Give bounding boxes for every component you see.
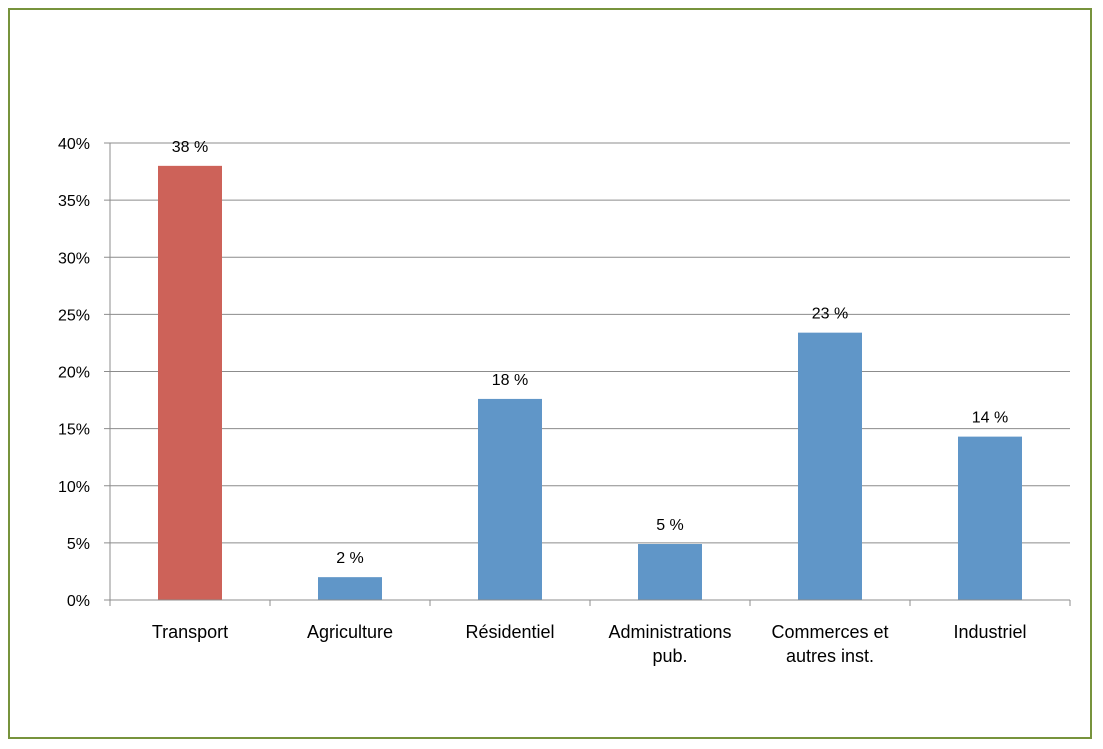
y-tick-label: 0% [67, 593, 90, 610]
x-tick-labels: Transport Agriculture Résidentiel Administr… [152, 622, 1027, 666]
y-tick-label: 25% [58, 307, 90, 324]
data-label: 18 % [492, 372, 528, 389]
axes [104, 142, 1071, 606]
x-tick-label: Agriculture [307, 622, 393, 642]
bar [638, 544, 702, 600]
x-tick-label: Transport [152, 622, 228, 642]
bar [478, 398, 542, 600]
y-tick-label: 5% [67, 536, 90, 553]
x-tick-label: Commerces et autres inst. [771, 622, 888, 666]
x-tick-label: Industriel [953, 622, 1026, 642]
y-tick-label: 40% [58, 136, 90, 153]
x-tick-label: Résidentiel [465, 622, 554, 642]
data-label: 2 % [336, 550, 364, 567]
y-tick-label: 30% [58, 250, 90, 267]
y-tick-label: 35% [58, 193, 90, 210]
y-tick-label: 15% [58, 422, 90, 439]
gridlines [110, 142, 1070, 544]
data-label: 14 % [972, 410, 1008, 427]
data-label: 23 % [812, 306, 848, 323]
bar [798, 332, 862, 600]
bars [158, 165, 1022, 600]
data-label: 38 % [172, 139, 208, 156]
data-labels: 38 % 2 % 18 % 5 % 23 % 14 % [172, 139, 1008, 567]
bar [958, 436, 1022, 600]
y-tick-label: 20% [58, 365, 90, 382]
y-tick-label: 10% [58, 479, 90, 496]
data-label: 5 % [656, 517, 684, 534]
bar [318, 577, 382, 600]
y-tick-labels: 0% 5% 10% 15% 20% 25% 30% 35% 40% [58, 136, 90, 610]
bar [158, 165, 222, 600]
x-tick-label: Administrations pub. [608, 622, 731, 666]
